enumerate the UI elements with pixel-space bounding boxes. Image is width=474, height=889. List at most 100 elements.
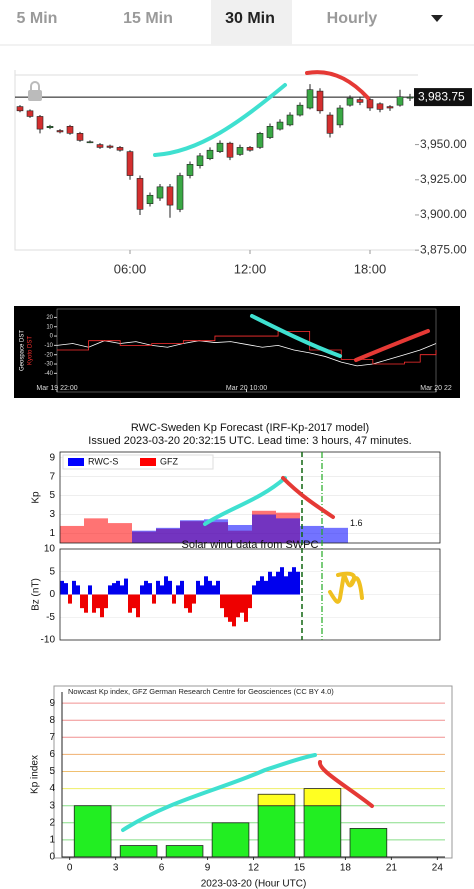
x-tick-label: 12 xyxy=(248,863,260,874)
y-tick-label: 0 xyxy=(49,589,55,600)
annotation-stroke xyxy=(354,329,430,362)
candle-body xyxy=(266,125,274,138)
bar xyxy=(168,580,172,595)
candle-body xyxy=(46,125,54,129)
candle-body xyxy=(186,163,194,176)
bar xyxy=(272,576,276,595)
bar xyxy=(68,594,72,604)
bar-segment xyxy=(349,828,388,858)
y-tick-label: 3,900.00 xyxy=(420,207,467,221)
y-tick-label: 9 xyxy=(49,698,55,709)
bar xyxy=(224,594,228,618)
candle-body xyxy=(306,89,314,109)
bar xyxy=(164,576,168,595)
candle-body xyxy=(36,116,44,130)
candle-body xyxy=(156,186,164,199)
x-tick-label: 18:00 xyxy=(354,261,387,276)
y-tick-label: -30 xyxy=(44,362,53,368)
candle-body xyxy=(206,149,214,159)
bar xyxy=(280,567,284,595)
candle-body xyxy=(226,142,234,158)
y-tick-label: 10 xyxy=(44,544,56,555)
candle-body xyxy=(276,121,284,130)
candle-body xyxy=(166,186,174,206)
bar xyxy=(152,594,156,604)
bar xyxy=(324,527,348,543)
y-tick-label: 10 xyxy=(46,324,53,330)
y-tick-label: 3 xyxy=(49,800,55,811)
x-tick-label: 9 xyxy=(205,863,211,874)
bar xyxy=(244,594,248,622)
candle-body xyxy=(316,90,324,112)
bar xyxy=(112,583,116,595)
y-tick-label: 0 xyxy=(49,852,55,863)
tab[interactable]: 5 Min xyxy=(17,10,58,27)
candle-body xyxy=(336,107,344,126)
bar xyxy=(128,594,132,613)
candle-body xyxy=(196,155,204,167)
bar-segment xyxy=(257,793,296,807)
bar xyxy=(124,578,128,595)
legend-swatch xyxy=(140,458,156,466)
bar xyxy=(292,567,296,595)
axis-line xyxy=(61,692,445,858)
bar xyxy=(228,524,252,543)
bar xyxy=(108,585,112,595)
background xyxy=(0,15,474,859)
y-tick-label: -20 xyxy=(44,352,53,358)
data-label: 1.6 xyxy=(350,518,363,528)
lock-icon xyxy=(28,90,42,101)
y-tick-label: 6 xyxy=(49,749,55,760)
charts: 5 Min 15 Min 30 Min Hourly 3,875.00 3,900.00 3… xyxy=(14,0,472,889)
y-tick-label: 3 xyxy=(49,509,55,520)
y-tick-label: -40 xyxy=(44,371,53,377)
bar xyxy=(204,519,228,543)
bar xyxy=(132,594,136,609)
bar xyxy=(64,583,68,595)
bar xyxy=(212,585,216,595)
x-tick-label: Mar 19 22:00 xyxy=(36,385,77,392)
tab[interactable]: Hourly xyxy=(327,10,378,27)
bar xyxy=(84,594,88,613)
bar xyxy=(60,525,84,543)
dropdown-arrow[interactable] xyxy=(431,15,443,22)
annotation-stroke xyxy=(203,476,287,526)
x-tick-label: 15 xyxy=(294,863,306,874)
annotation-stroke xyxy=(281,476,335,519)
y-tick-label: 8 xyxy=(49,715,55,726)
candle-body xyxy=(86,141,94,144)
bar-segment xyxy=(165,845,204,858)
dst-background xyxy=(14,306,460,398)
bar xyxy=(188,594,192,613)
bar xyxy=(196,580,200,595)
bar xyxy=(256,580,260,595)
candle-body xyxy=(216,142,224,152)
tab[interactable]: 30 Min xyxy=(225,10,275,27)
bar xyxy=(204,576,208,595)
candle-body xyxy=(376,103,384,110)
bar xyxy=(268,571,272,595)
tab[interactable]: 15 Min xyxy=(123,10,173,27)
bar xyxy=(284,576,288,595)
x-tick-label: 24 xyxy=(432,863,444,874)
y-tick-label: 4 xyxy=(49,783,55,794)
lock-icon xyxy=(30,81,40,90)
x-tick-label: Mar 20 22 xyxy=(420,385,452,392)
candle-body xyxy=(366,99,374,109)
y-tick-label: 1 xyxy=(49,835,55,846)
annotation-stroke xyxy=(153,83,287,157)
bar-segment xyxy=(257,805,296,858)
legend-box xyxy=(62,454,214,470)
axis-label: Bz (nT) xyxy=(31,578,42,611)
axis-label: Geospace DST xyxy=(20,330,26,371)
bar xyxy=(88,585,92,595)
bar xyxy=(296,571,300,595)
candle-body xyxy=(56,130,64,133)
annotation-stroke xyxy=(250,314,342,358)
bar xyxy=(108,523,132,543)
bar xyxy=(248,594,252,609)
last-price-box xyxy=(414,88,472,107)
candle-body xyxy=(126,151,134,176)
x-tick-label: 6 xyxy=(159,863,165,874)
x-tick-label: 18 xyxy=(340,863,352,874)
